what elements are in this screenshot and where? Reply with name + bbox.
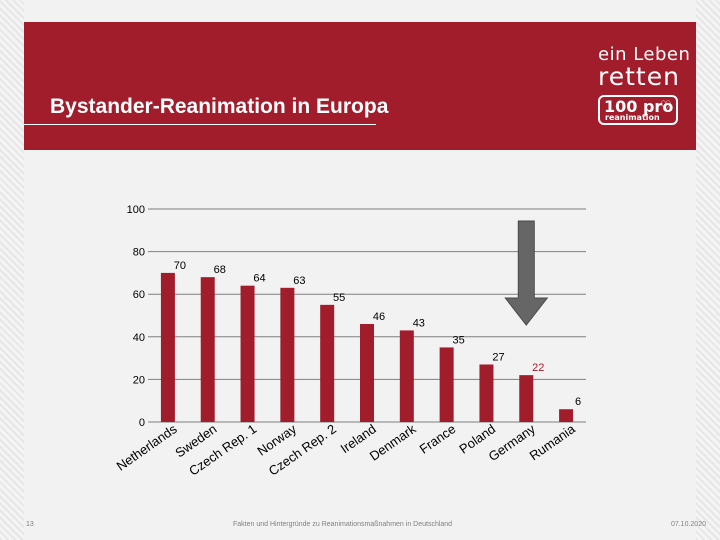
value-label: 64 [253, 273, 265, 285]
bar [160, 272, 175, 422]
bar [479, 364, 494, 422]
value-label: 35 [453, 334, 465, 346]
bar [360, 324, 374, 422]
value-label: 43 [413, 317, 425, 329]
value-labels: 70 68 64 63 55 46 43 35 27 22 6 [174, 260, 581, 408]
bars [160, 272, 574, 422]
value-label: 27 [492, 351, 504, 363]
x-tick-label: Denmark [367, 421, 419, 464]
y-tick-label: 100 [127, 204, 145, 216]
bar [399, 330, 414, 422]
bar [240, 285, 255, 422]
bar [439, 347, 454, 422]
header-band [24, 22, 696, 150]
arrow-layer [504, 220, 549, 326]
page-number: 13 [26, 521, 34, 528]
x-tick-label: Rumania [527, 421, 579, 464]
value-label: 68 [214, 264, 226, 276]
bar [200, 277, 215, 422]
footer-date: 07.10.2020 [670, 521, 706, 528]
bar [320, 304, 335, 422]
y-tick-label: 40 [133, 332, 145, 344]
value-label: 70 [174, 260, 186, 272]
value-label: 6 [575, 396, 581, 408]
highlight-arrow [504, 220, 549, 326]
title-underline [24, 124, 376, 125]
x-tick-label: France [417, 421, 459, 456]
value-label: 55 [333, 292, 345, 304]
y-tick-label: 0 [139, 417, 145, 429]
logo-line2: retten [598, 62, 680, 91]
y-tick-label: 60 [133, 289, 145, 301]
value-label: 63 [293, 275, 305, 287]
y-tick-label: 20 [133, 374, 145, 386]
y-axis-ticks: 0 20 40 60 80 100 [127, 204, 145, 429]
logo-box: 100 pro ♡ reanimation [598, 95, 678, 125]
logo-box-main: 100 pro [604, 97, 674, 116]
bar [519, 375, 534, 422]
left-side-texture [0, 0, 24, 540]
footer-text: Fakten und Hintergründe zu Reanimationsm… [233, 521, 453, 528]
value-label: 22 [532, 362, 544, 374]
x-tick-label: Netherlands [114, 421, 180, 474]
slide-title: Bystander-Reanimation in Europa [50, 95, 389, 118]
right-side-texture [696, 0, 720, 540]
bar [559, 409, 574, 422]
logo-box-sub: reanimation [605, 113, 660, 122]
value-label: 46 [373, 311, 385, 323]
bar [280, 287, 295, 422]
heart-icon: ♡ [660, 98, 672, 113]
logo-line1: ein Leben [598, 44, 691, 65]
y-tick-label: 80 [133, 247, 145, 259]
